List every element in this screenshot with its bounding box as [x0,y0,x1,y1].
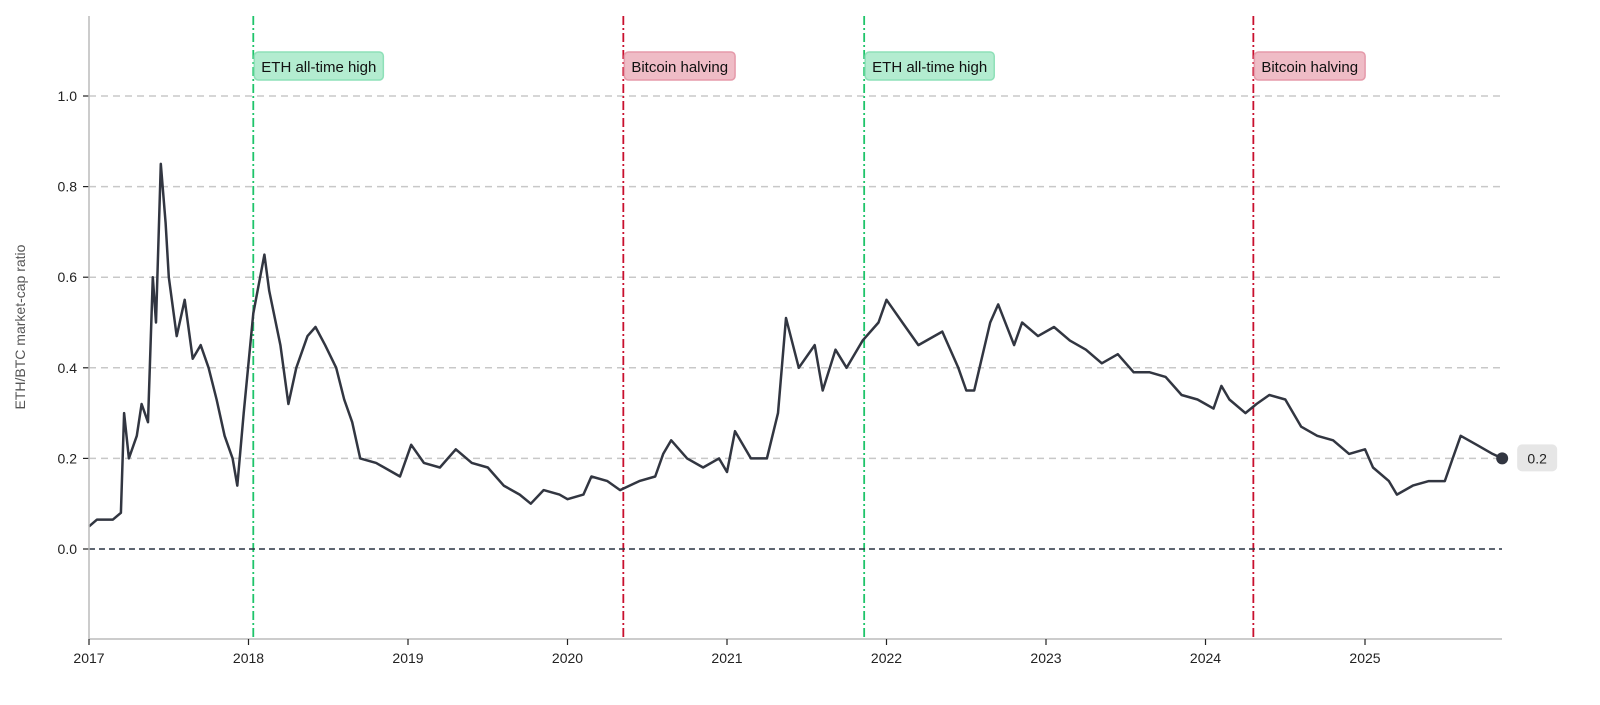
event-annotation: ETH all-time high [864,51,995,81]
end-label-text: 0.2 [1527,450,1547,466]
event-label: Bitcoin halving [631,59,728,76]
event-label-box [623,51,736,81]
event-annotation: Bitcoin halving [1253,51,1366,81]
x-tick-label: 2022 [871,650,902,666]
y-tick-label: 0.2 [58,450,78,466]
y-tick-label: 0.8 [58,179,78,195]
event-annotation: ETH all-time high [253,51,385,81]
ratio-series-line [88,162,1503,528]
end-point-marker [1496,452,1509,465]
x-tick-label: 2018 [233,650,264,666]
x-tick-label: 2021 [711,650,742,666]
y-tick-label: 1.0 [58,88,78,104]
event-label: ETH all-time high [261,59,376,76]
grid-lines [89,95,1502,460]
x-tick-label: 2019 [392,650,423,666]
end-label-box [1517,444,1558,472]
x-tick-label: 2017 [73,650,104,666]
event-label-box [253,51,385,81]
axes: 0.0 0.2 0.4 0.6 0.8 1.0 2017 2018 2019 2020 2021 20… [58,16,1502,666]
y-tick-label: 0.6 [58,269,78,285]
y-axis-label: ETH/BTC market-cap ratio [12,244,28,409]
end-label: 0.2 [1517,444,1558,472]
y-tick-label: 0.0 [58,541,78,557]
event-label-box [1253,51,1366,81]
event-label: ETH all-time high [872,59,987,76]
x-tick-label: 2024 [1190,650,1221,666]
x-tick-label: 2025 [1349,650,1380,666]
event-label: Bitcoin halving [1261,59,1358,76]
x-tick-label: 2023 [1030,650,1061,666]
event-annotation: Bitcoin halving [623,51,736,81]
x-tick-label: 2020 [552,650,583,666]
event-label-box [864,51,995,81]
event-markers: ETH all-time high Bitcoin halving ETH all-… [252,16,1366,639]
y-tick-label: 0.4 [58,360,78,376]
